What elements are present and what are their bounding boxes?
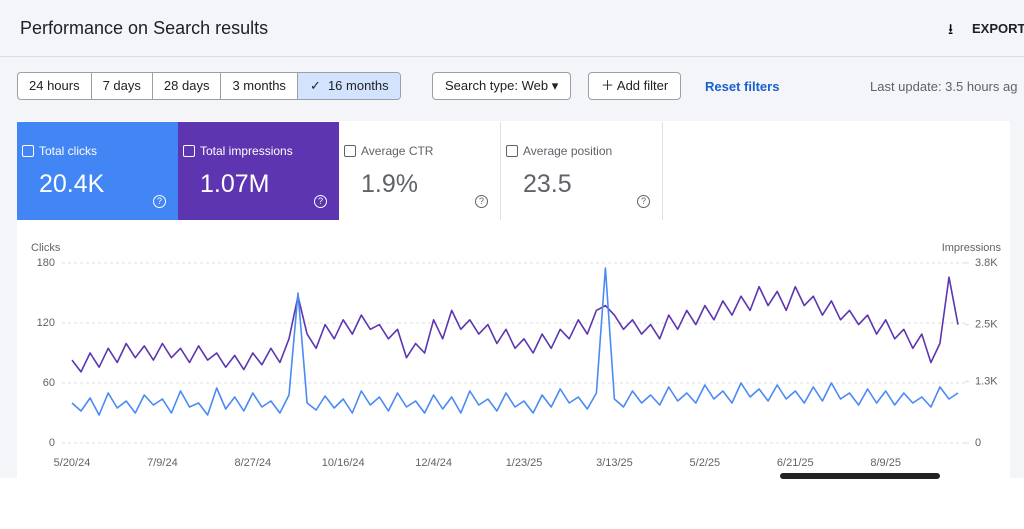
reset-filters[interactable]: Reset filters — [705, 79, 780, 94]
y2-tick-label: 2.5K — [975, 318, 998, 330]
download-icon[interactable]: ⭳ — [948, 21, 954, 38]
add-filter-label: Add filter — [616, 78, 669, 93]
check: ✓ — [309, 78, 321, 93]
y2-tick-label: 3.8K — [975, 257, 998, 269]
x-tick-label: 1/23/25 — [506, 457, 543, 469]
range-button[interactable]: 7 days — [92, 73, 153, 99]
metric-label: Total impressions — [200, 144, 293, 158]
y2-tick-label: 0 — [975, 437, 981, 449]
x-tick-label: 5/2/25 — [690, 457, 721, 469]
help-icon: ? — [475, 195, 488, 208]
metric-value: 23.5 — [523, 170, 572, 198]
range-button[interactable]: ✓ 16 months — [297, 73, 400, 99]
series-line — [71, 276, 959, 373]
page-title: Performance on Search results — [20, 18, 269, 38]
y2-axis-title: Impressions — [942, 242, 1002, 254]
help-icon: ? — [153, 195, 166, 208]
add-filter[interactable]: ＋ Add filter — [588, 72, 682, 100]
search-type[interactable]: Search type: Web ▾ — [432, 72, 572, 100]
search-type-label: Search type: Web — [445, 78, 549, 93]
metric-value: 20.4K — [39, 170, 105, 198]
help-icon: ? — [314, 195, 327, 208]
metric-label: Average CTR — [361, 144, 434, 158]
x-tick-label: 3/13/25 — [596, 457, 633, 469]
range-button[interactable]: 3 months — [221, 73, 298, 99]
y-tick-label: 180 — [37, 257, 55, 269]
metric-card[interactable]: Average position 23.5? — [501, 122, 663, 220]
metric-label: Average position — [523, 144, 613, 158]
scroll-bar — [780, 473, 940, 479]
metric-value: 1.07M — [200, 170, 270, 198]
metric-card[interactable]: Total impressions 1.07M? — [178, 122, 339, 220]
metric-card[interactable]: Total clicks 20.4K? — [17, 122, 178, 220]
range-label: 16 months — [327, 78, 389, 93]
chart: Clicks Impressions 0 60 120 180 0 1.3K 2.5K 3.8… — [31, 242, 1002, 469]
y-tick-label: 0 — [49, 437, 55, 449]
y-tick-label: 60 — [43, 377, 55, 389]
divider — [0, 56, 1024, 57]
x-tick-label: 5/20/24 — [54, 457, 91, 469]
y-tick-label: 120 — [37, 317, 55, 329]
y2-tick-label: 1.3K — [975, 375, 998, 387]
x-tick-label: 10/16/24 — [322, 457, 365, 469]
checkbox — [506, 145, 518, 157]
series-line — [71, 267, 959, 416]
checkbox — [22, 145, 34, 157]
y-axis-title: Clicks — [31, 242, 61, 254]
metric-card[interactable]: Average CTR 1.9%? — [339, 122, 501, 220]
x-tick-label: 12/4/24 — [415, 457, 452, 469]
export-button[interactable]: EXPORT — [972, 21, 1024, 36]
x-tick-label: 8/9/25 — [870, 457, 901, 469]
checkbox — [344, 145, 356, 157]
x-tick-label: 8/27/24 — [234, 457, 271, 469]
range-button[interactable]: 28 days — [153, 73, 222, 99]
help-icon: ? — [637, 195, 650, 208]
checkbox — [183, 145, 195, 157]
range-button[interactable]: 24 hours — [18, 73, 92, 99]
x-tick-label: 6/21/25 — [777, 457, 814, 469]
x-tick-label: 7/9/24 — [147, 457, 178, 469]
metric-label: Total clicks — [39, 144, 98, 158]
metric-value: 1.9% — [361, 170, 418, 198]
date-range: 24 hours 7 days 28 days 3 months ✓ 16 mon… — [17, 72, 401, 100]
last-update: Last update: 3.5 hours ag — [870, 79, 1018, 94]
